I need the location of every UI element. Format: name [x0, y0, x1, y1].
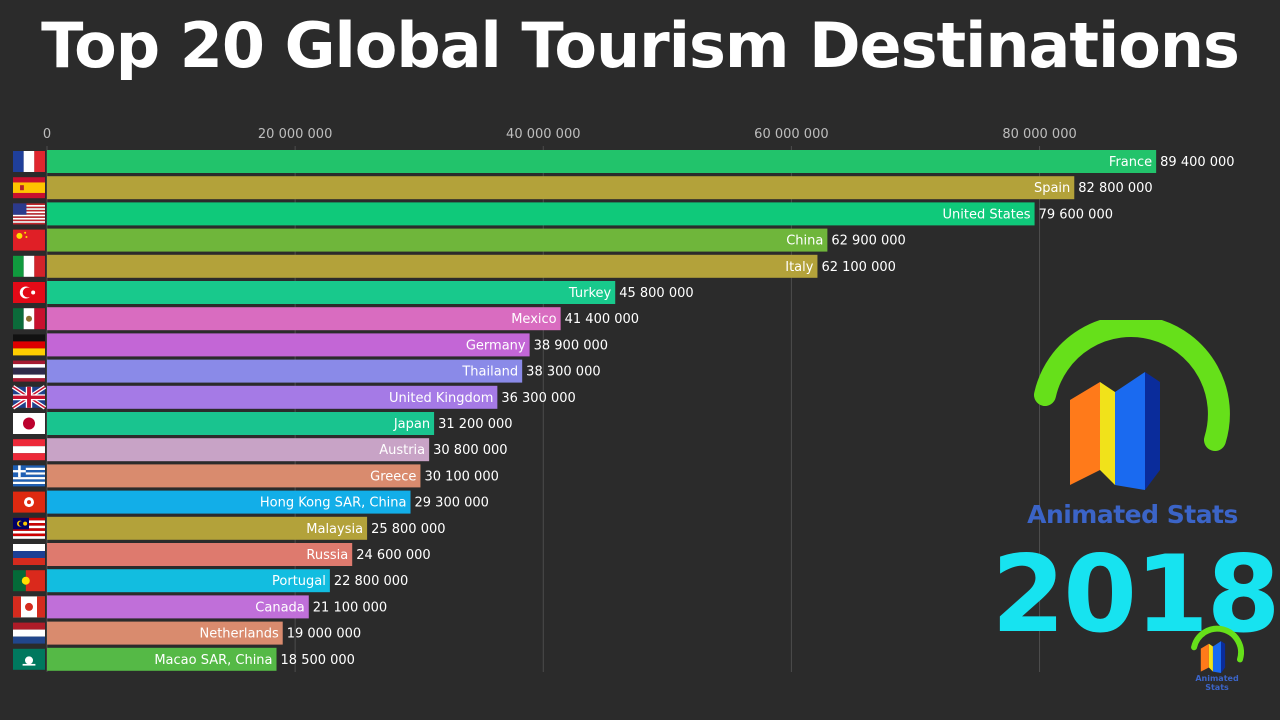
bar-category-label: Hong Kong SAR, China: [260, 496, 407, 511]
bar-category-label: Thailand: [461, 365, 518, 380]
bar: [47, 647, 277, 671]
bar-value-label: 18 500 000: [281, 653, 355, 668]
uk-flag-icon: [11, 385, 47, 410]
x-tick-label: 0: [43, 127, 51, 142]
bar: [47, 438, 430, 462]
x-tick-label: 40 000 000: [506, 127, 580, 142]
bar-value-label: 38 300 000: [526, 365, 600, 380]
bar-category-label: Mexico: [511, 312, 556, 327]
japan-flag-icon: [13, 413, 45, 434]
bar-value-label: 24 600 000: [356, 548, 430, 563]
bar-category-label: China: [786, 234, 823, 249]
bar-category-label: Japan: [393, 417, 430, 432]
macao-flag-icon: [13, 648, 45, 670]
hong-kong-flag-icon: [13, 491, 45, 513]
bar: [47, 385, 498, 409]
mexico-flag-icon: [13, 308, 45, 330]
bar: [47, 464, 421, 488]
animated-stats-logo: [1034, 320, 1230, 490]
bar: [47, 621, 283, 645]
bar-value-label: 30 100 000: [424, 469, 498, 484]
russia-flag-icon: [13, 544, 45, 565]
bar-value-label: 30 800 000: [433, 443, 507, 458]
bar-category-label: Greece: [370, 469, 416, 484]
x-axis-ticks: 0 20 000 000 40 000 000 60 000 000 80 000 00…: [43, 127, 1077, 142]
bar-value-label: 62 900 000: [831, 234, 905, 249]
spain-flag-icon: [13, 177, 45, 199]
bar-value-label: 19 000 000: [287, 627, 361, 642]
bar-category-label: Netherlands: [199, 627, 278, 642]
bar-category-label: Malaysia: [306, 522, 363, 537]
turkey-flag-icon: [13, 282, 45, 303]
bar: [47, 516, 368, 540]
brand-name: Animated Stats: [1027, 500, 1238, 529]
china-flag-icon: [13, 229, 45, 251]
bar-category-label: Russia: [306, 548, 348, 563]
bar: [47, 254, 818, 278]
x-tick-label: 20 000 000: [258, 127, 332, 142]
greece-flag-icon: [13, 465, 45, 487]
bar-value-label: 38 900 000: [534, 338, 608, 353]
thailand-flag-icon: [13, 360, 45, 382]
bar: [47, 490, 411, 514]
bar-value-label: 29 300 000: [415, 496, 489, 511]
bar-category-label: Turkey: [568, 286, 612, 301]
x-tick-label: 80 000 000: [1002, 127, 1076, 142]
germany-flag-icon: [13, 334, 45, 356]
bar-value-label: 89 400 000: [1160, 155, 1234, 170]
canada-flag-icon: [13, 596, 45, 618]
bar-value-label: 62 100 000: [821, 260, 895, 275]
bar-category-label: United States: [943, 207, 1031, 222]
bars: France 89 400 000 Spain 82 800 000 United St…: [47, 150, 1235, 671]
bar-category-label: Spain: [1034, 181, 1070, 196]
bar-value-label: 45 800 000: [619, 286, 693, 301]
bar: [47, 412, 435, 435]
bar-value-label: 25 800 000: [371, 522, 445, 537]
bar-category-label: Portugal: [272, 574, 326, 589]
bar: [47, 228, 828, 252]
bar: [47, 333, 530, 357]
bar-category-label: Austria: [379, 443, 425, 458]
bar-value-label: 22 800 000: [334, 574, 408, 589]
bar-value-label: 21 100 000: [313, 600, 387, 615]
malaysia-flag-icon: [13, 517, 45, 539]
bar-value-label: 82 800 000: [1078, 181, 1152, 196]
bar-value-label: 36 300 000: [501, 391, 575, 406]
bar: [47, 543, 353, 566]
bar-category-label: Germany: [466, 338, 526, 353]
usa-flag-icon: [13, 203, 45, 225]
page-title: Top 20 Global Tourism Destinations: [41, 9, 1240, 82]
france-flag-icon: [13, 151, 45, 172]
italy-flag-icon: [13, 255, 45, 277]
bar: [47, 569, 330, 593]
netherlands-flag-icon: [13, 622, 45, 644]
portugal-flag-icon: [13, 570, 45, 592]
small-logo-icon: [1191, 625, 1244, 673]
bar-category-label: Italy: [785, 260, 814, 275]
bar: [47, 595, 309, 619]
flags-column: [11, 151, 47, 670]
bar: [47, 176, 1075, 200]
bar-category-label: Canada: [255, 600, 304, 615]
bar-category-label: France: [1109, 155, 1152, 170]
bar: [47, 150, 1157, 173]
bar: [47, 359, 523, 383]
bar-category-label: Macao SAR, China: [154, 653, 272, 668]
austria-flag-icon: [13, 439, 45, 461]
bar: [47, 202, 1035, 226]
bar: [47, 281, 616, 304]
bar-value-label: 41 400 000: [565, 312, 639, 327]
x-tick-label: 60 000 000: [754, 127, 828, 142]
bar-value-label: 31 200 000: [438, 417, 512, 432]
bar-category-label: United Kingdom: [389, 391, 493, 406]
bar-value-label: 79 600 000: [1039, 207, 1113, 222]
bar: [47, 307, 561, 331]
small-brand-name: Animated Stats: [1195, 674, 1239, 692]
